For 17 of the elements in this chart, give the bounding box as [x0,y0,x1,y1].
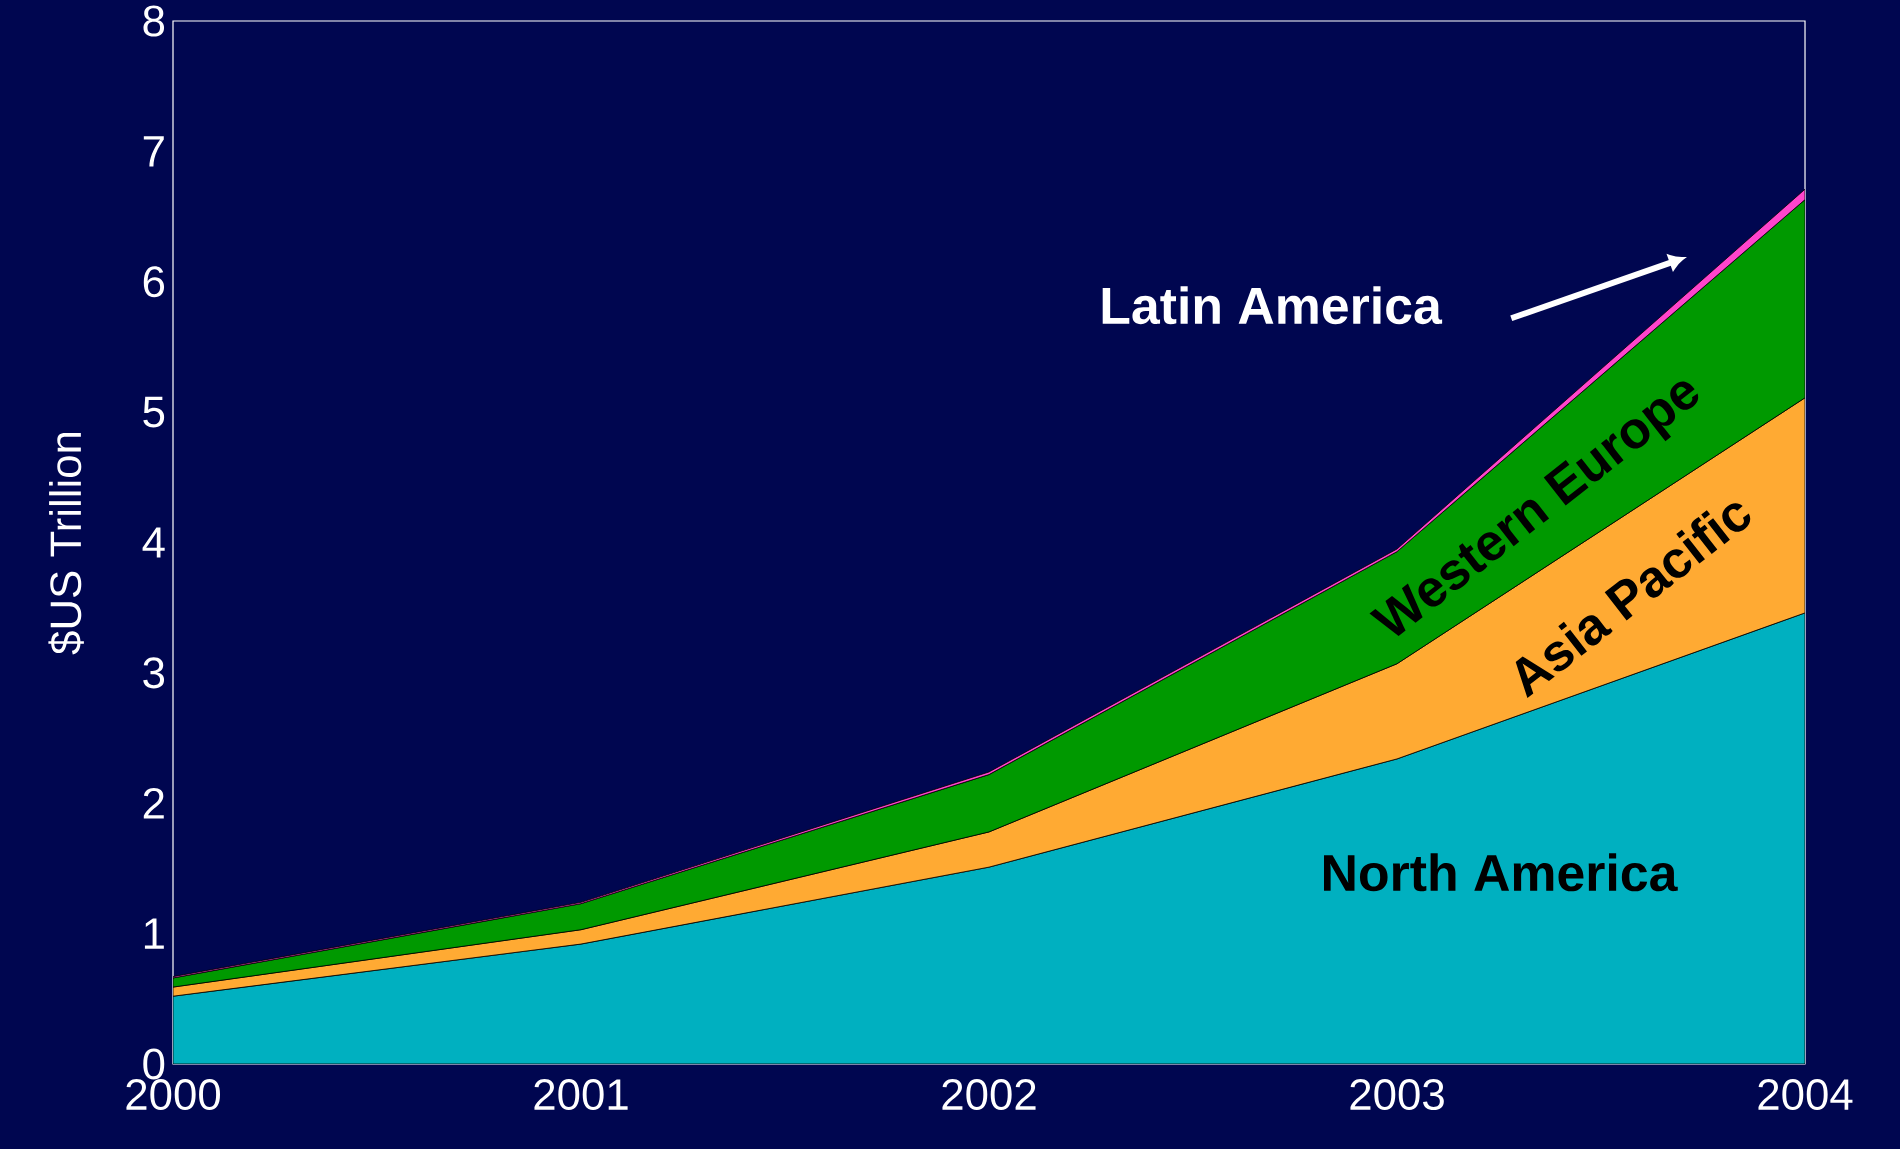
y-tick-label: 6 [143,266,165,298]
x-tick-label: 2001 [534,1079,628,1111]
y-tick-label: 7 [143,136,164,167]
y-tick-label: 3 [143,657,165,689]
x-tick-label: 2003 [1350,1079,1444,1111]
series-label: North America [1324,853,1678,892]
x-tick-label: 2000 [126,1079,221,1111]
y-tick-label: 2 [143,787,164,819]
y-tick-label: 8 [143,5,165,37]
y-tick-label: 4 [142,527,165,558]
text: Latin America [1102,286,1443,325]
y-axis-title: $US Trillion [48,432,84,655]
y-tick-label: 1 [144,918,164,949]
x-tick-label: 2002 [942,1079,1036,1111]
y-tick-label: 5 [143,396,165,428]
x-tick-label: 2004 [1758,1079,1853,1111]
y-tick-label: 0 [143,1048,165,1080]
